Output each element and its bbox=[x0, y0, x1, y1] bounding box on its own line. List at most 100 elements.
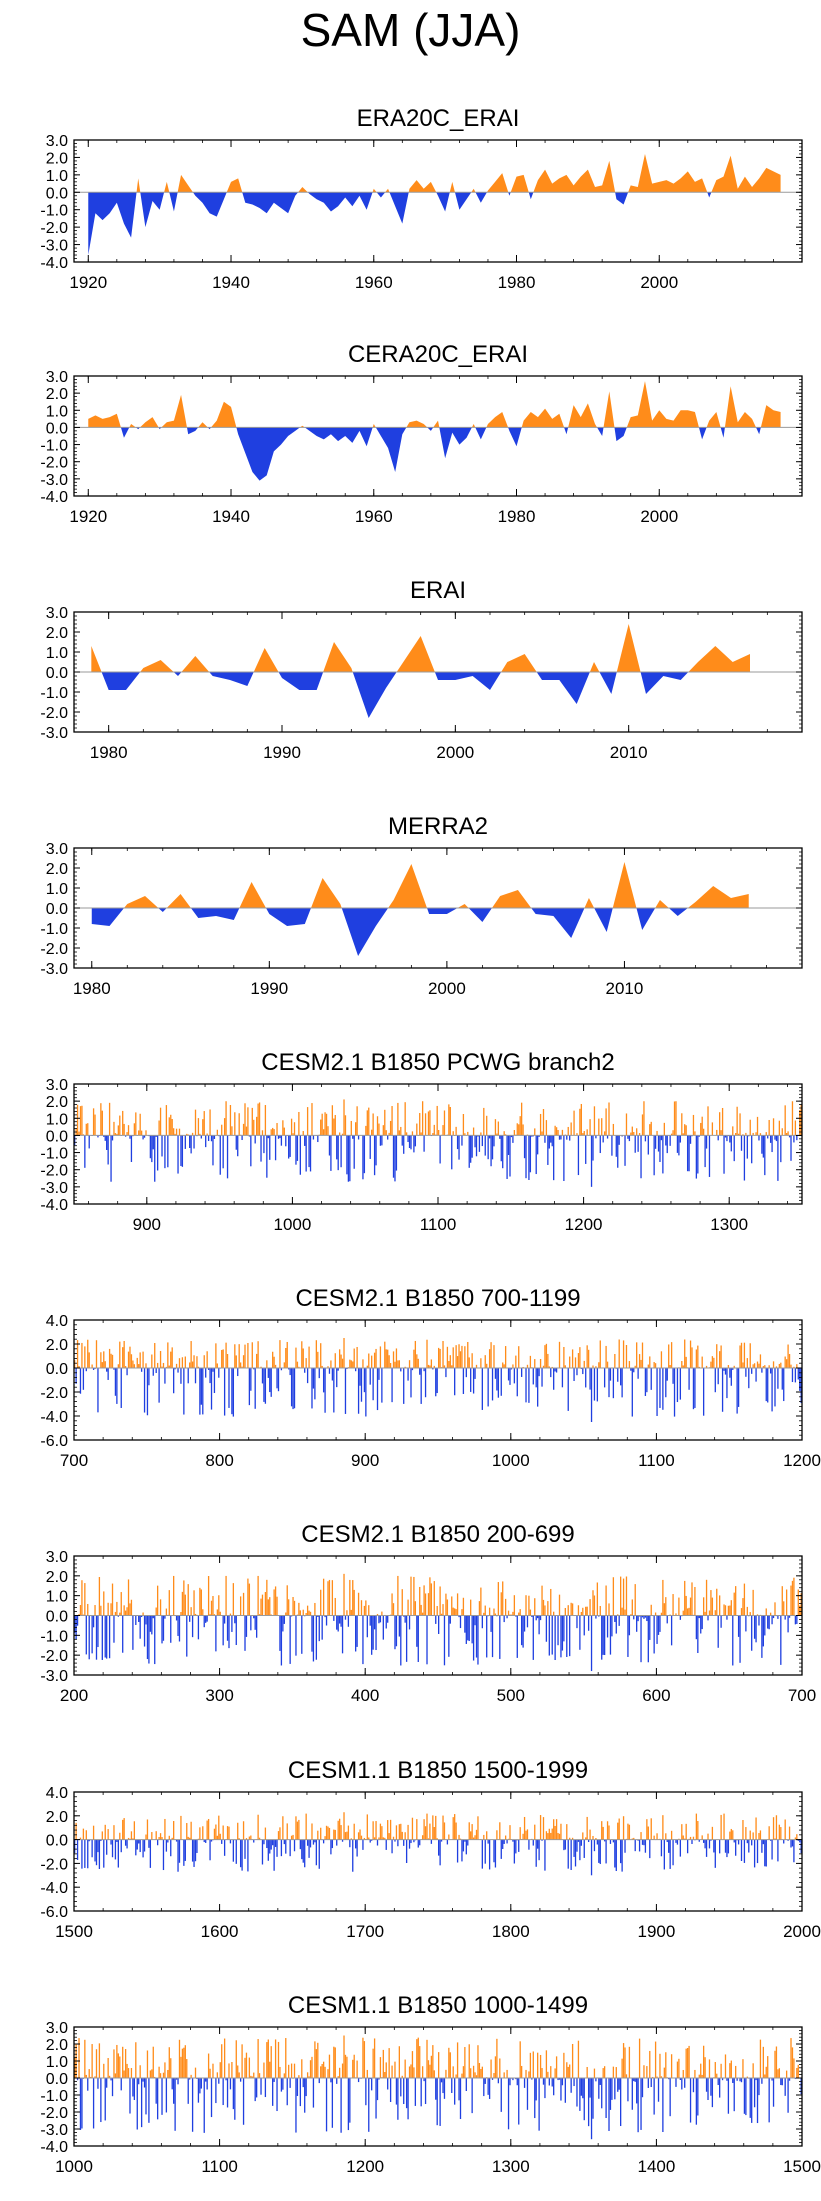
positive-bar bbox=[334, 1829, 336, 1840]
x-tick-label: 1000 bbox=[55, 2157, 93, 2176]
y-tick-label: -1.0 bbox=[40, 1628, 68, 1645]
positive-bar bbox=[283, 1362, 285, 1368]
x-tick-label: 1100 bbox=[638, 1451, 675, 1470]
positive-bar bbox=[117, 2053, 119, 2078]
positive-bar bbox=[398, 1130, 400, 1136]
negative-bar bbox=[705, 1839, 708, 1857]
y-tick-label: -4.0 bbox=[40, 1880, 68, 1897]
positive-bar bbox=[564, 1607, 566, 1616]
positive-bar bbox=[697, 1821, 699, 1840]
positive-bar bbox=[794, 1837, 797, 1840]
negative-bar bbox=[726, 1615, 728, 1620]
negative-bar bbox=[336, 1135, 338, 1160]
negative-bar bbox=[197, 1615, 200, 1640]
positive-bar bbox=[796, 1364, 798, 1368]
positive-bar bbox=[146, 2050, 149, 2078]
positive-bar bbox=[346, 2056, 348, 2078]
positive-bar bbox=[164, 1818, 166, 1840]
negative-bar bbox=[88, 1135, 90, 1149]
negative-bar bbox=[328, 1368, 331, 1374]
negative-bar bbox=[369, 2078, 371, 2080]
positive-bar bbox=[350, 1609, 352, 1616]
negative-bar bbox=[202, 1368, 204, 1415]
positive-bar bbox=[569, 2064, 571, 2078]
negative-bar bbox=[405, 1615, 408, 1662]
negative-bar bbox=[279, 1615, 281, 1651]
positive-bar bbox=[321, 2063, 323, 2078]
positive-bar bbox=[707, 1833, 709, 1840]
negative-bar bbox=[145, 1615, 147, 1625]
positive-bar bbox=[682, 1835, 684, 1840]
negative-bar bbox=[356, 1615, 358, 1647]
positive-bar bbox=[276, 1596, 278, 1616]
positive-bar bbox=[327, 1581, 329, 1616]
positive-bar bbox=[378, 1837, 380, 1840]
positive-bar bbox=[636, 1128, 638, 1136]
y-tick-label: 0.0 bbox=[46, 1361, 68, 1378]
positive-bar bbox=[714, 2062, 716, 2078]
negative-bar bbox=[270, 1839, 272, 1850]
positive-bar bbox=[700, 1122, 702, 1136]
positive-bar bbox=[740, 1608, 743, 1616]
positive-bar bbox=[654, 1612, 657, 1616]
positive-bar bbox=[742, 1134, 744, 1136]
negative-bar bbox=[708, 1135, 711, 1177]
positive-bar bbox=[735, 1133, 737, 1136]
negative-bar bbox=[85, 1368, 87, 1372]
positive-bar bbox=[464, 1346, 466, 1368]
positive-bar bbox=[288, 2064, 290, 2078]
positive-bar bbox=[133, 1821, 136, 1840]
positive-bar bbox=[719, 1595, 721, 1616]
y-tick-label: -3.0 bbox=[40, 472, 68, 489]
positive-bar bbox=[477, 2045, 479, 2078]
positive-bar bbox=[480, 2069, 482, 2078]
positive-bar bbox=[186, 2059, 188, 2078]
negative-bar bbox=[764, 1135, 766, 1176]
positive-bar bbox=[797, 2064, 799, 2078]
negative-bar bbox=[679, 1368, 682, 1400]
positive-bar bbox=[270, 1614, 272, 1616]
positive-bar bbox=[151, 1832, 153, 1840]
negative-bar bbox=[470, 1368, 472, 1392]
negative-bar bbox=[419, 1368, 421, 1375]
negative-bar bbox=[563, 1135, 565, 1181]
negative-bar bbox=[371, 2078, 373, 2091]
positive-bar bbox=[682, 1133, 684, 1136]
positive-bar bbox=[190, 1821, 192, 1840]
negative-bar bbox=[672, 1368, 674, 1384]
positive-bar bbox=[471, 1353, 473, 1368]
y-tick-label: 1.0 bbox=[46, 168, 68, 185]
positive-bar bbox=[381, 1611, 383, 1616]
positive-bar bbox=[247, 1343, 249, 1368]
negative-bar bbox=[793, 1135, 795, 1143]
negative-bar bbox=[424, 1368, 427, 1398]
negative-bar bbox=[156, 1839, 159, 1846]
negative-bar bbox=[151, 1615, 153, 1635]
positive-bar bbox=[716, 1129, 718, 1136]
positive-bar bbox=[158, 1120, 160, 1136]
negative-bar bbox=[531, 2078, 533, 2080]
positive-bar bbox=[665, 1597, 667, 1616]
negative-bar bbox=[560, 1135, 562, 1140]
positive-bar bbox=[475, 2075, 478, 2078]
positive-bar bbox=[218, 1815, 220, 1840]
positive-bar bbox=[571, 1349, 574, 1368]
negative-bar bbox=[234, 1615, 236, 1624]
y-tick-label: 2.0 bbox=[46, 386, 68, 403]
positive-bar bbox=[436, 1105, 438, 1136]
positive-bar bbox=[113, 1121, 115, 1136]
positive-bar bbox=[684, 1124, 686, 1136]
negative-bar bbox=[269, 1839, 271, 1854]
positive-bar bbox=[155, 1607, 157, 1616]
positive-bar bbox=[746, 1606, 748, 1616]
positive-bar bbox=[755, 1817, 757, 1840]
negative-bar bbox=[373, 1615, 376, 1630]
negative-bar bbox=[424, 2078, 427, 2105]
positive-bar bbox=[595, 1838, 597, 1840]
positive-bar bbox=[547, 1353, 549, 1368]
negative-bar bbox=[596, 1839, 599, 1845]
negative-bar bbox=[471, 1615, 473, 1644]
y-tick-label: -4.0 bbox=[40, 255, 68, 272]
negative-bar bbox=[277, 1368, 280, 1392]
positive-bar bbox=[791, 1101, 794, 1136]
